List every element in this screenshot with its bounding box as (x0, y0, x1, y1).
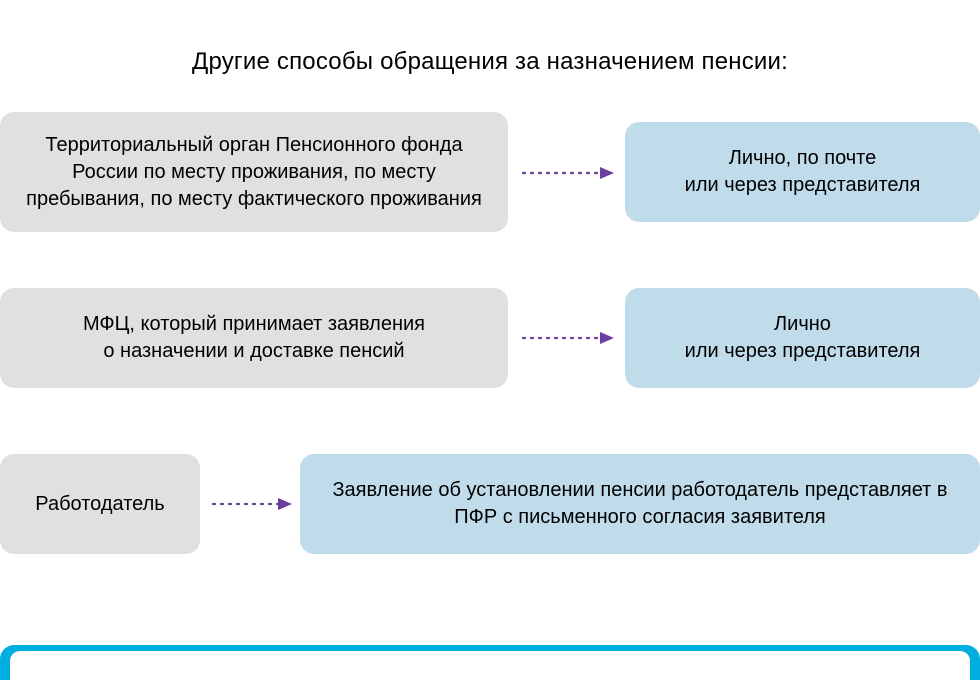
box-text: МФЦ, который принимает заявленияо назнач… (83, 311, 425, 365)
diagram-container: Другие способы обращения за назначением … (0, 0, 980, 680)
bottom-bar-inner (10, 651, 970, 680)
method-box-2: Личноили через представителя (625, 288, 980, 388)
box-text: Лично, по почтеили через представителя (685, 145, 921, 199)
source-box-territorial: Территориальный орган Пенсионного фонда … (0, 112, 508, 232)
source-box-employer: Работодатель (0, 454, 200, 554)
box-text: Заявление об установлении пенсии работод… (322, 477, 958, 531)
method-box-3: Заявление об установлении пенсии работод… (300, 454, 980, 554)
method-box-1: Лично, по почтеили через представителя (625, 122, 980, 222)
box-text: Работодатель (35, 491, 164, 518)
box-text: Личноили через представителя (685, 311, 921, 365)
bottom-bar (0, 645, 980, 680)
page-title: Другие способы обращения за назначением … (0, 48, 980, 76)
box-text: Территориальный орган Пенсионного фонда … (22, 132, 486, 213)
source-box-mfc: МФЦ, который принимает заявленияо назнач… (0, 288, 508, 388)
